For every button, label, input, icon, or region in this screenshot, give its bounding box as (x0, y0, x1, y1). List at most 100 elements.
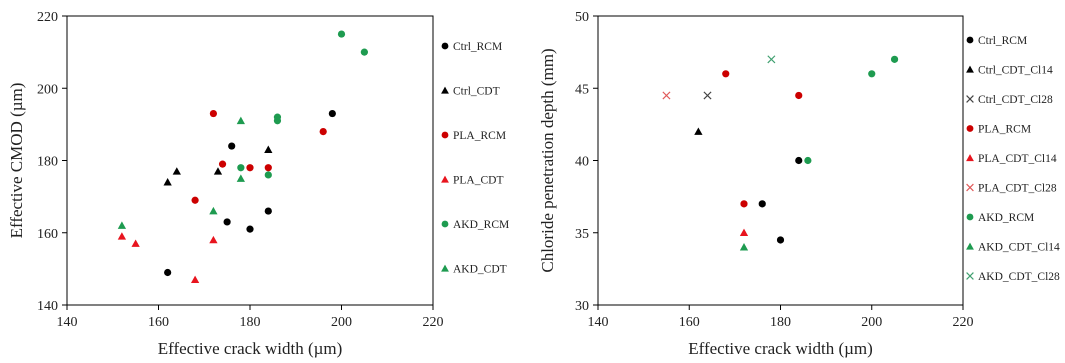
data-point (209, 206, 218, 215)
y-tick-label: 50 (575, 10, 589, 25)
plot-frame (66, 15, 434, 306)
legend-marker (966, 125, 974, 132)
y-tick-label: 220 (37, 10, 58, 25)
y-tick-label: 45 (575, 82, 589, 97)
y-tick-label: 40 (575, 155, 589, 170)
data-point (236, 116, 245, 125)
series-pla-cdt-cl14 (739, 228, 749, 237)
data-point (890, 55, 899, 63)
y-tick-label: 160 (37, 227, 58, 242)
data-point (273, 113, 282, 121)
series-ctrl-rcm (164, 109, 336, 277)
x-tick-label: 140 (588, 315, 609, 330)
legend-marker (966, 95, 974, 103)
legend-label: AKD_RCM (978, 212, 1034, 224)
data-point (264, 164, 272, 172)
x-tick-label: 160 (148, 315, 169, 330)
plot-frame (597, 15, 964, 306)
data-point (163, 178, 172, 186)
data-point (117, 232, 127, 240)
data-point (795, 156, 803, 165)
data-point (246, 225, 254, 233)
data-point (236, 174, 245, 182)
legend-label: Ctrl_RCM (453, 41, 502, 53)
data-point (172, 167, 181, 175)
series-ctrl-cdt (163, 145, 273, 186)
x-tick-label: 200 (861, 315, 882, 330)
data-point (246, 164, 254, 172)
x-tick-label: 140 (57, 315, 78, 330)
x-axis-title: Effective crack width (µm) (158, 339, 343, 358)
series-ctrl-cdt-cl28 (703, 91, 712, 100)
legend-marker (441, 264, 449, 272)
x-tick-label: 160 (679, 315, 700, 330)
legend-label: PLA_CDT_Cl28 (978, 183, 1057, 195)
data-point (662, 91, 671, 100)
legend-label: Ctrl_CDT (453, 86, 500, 98)
legend-marker (441, 42, 449, 50)
legend-marker (441, 175, 449, 183)
legend-label: AKD_CDT (453, 264, 507, 276)
legend-marker (966, 183, 974, 192)
data-point (218, 160, 227, 168)
data-point (776, 236, 785, 244)
x-tick-label: 220 (953, 315, 974, 330)
data-point (767, 55, 776, 64)
x-tick-label: 180 (240, 315, 261, 330)
series-akd-cdt-cl28 (767, 55, 776, 64)
legend-label: Ctrl_CDT_Cl14 (978, 65, 1053, 77)
legend-label: PLA_CDT (453, 175, 503, 187)
data-point (117, 221, 127, 229)
x-tick-label: 200 (331, 315, 352, 330)
legend-label: PLA_RCM (453, 130, 506, 142)
data-point (319, 128, 327, 136)
data-point (795, 91, 803, 100)
data-point (209, 109, 217, 118)
series-ctrl-cdt-cl14 (694, 127, 703, 135)
series-pla-rcm (191, 109, 327, 204)
data-point (131, 239, 140, 247)
y-tick-label: 200 (37, 82, 58, 97)
series-pla-cdt (117, 232, 218, 284)
legend-marker (966, 213, 974, 221)
data-point (360, 48, 368, 56)
data-point (213, 167, 223, 175)
data-point (328, 109, 336, 118)
series-akd-cdt (117, 116, 245, 229)
series-akd-cdt-cl14 (739, 243, 749, 251)
legend-label: Ctrl_RCM (978, 35, 1027, 47)
data-point (722, 70, 730, 78)
legend-label: Ctrl_CDT_Cl28 (978, 94, 1053, 106)
data-point (337, 30, 346, 38)
legend-label: AKD_CDT_Cl28 (978, 271, 1060, 283)
data-point (739, 243, 749, 251)
legend-marker (966, 242, 974, 250)
legend-marker (441, 131, 449, 139)
data-point (209, 235, 218, 244)
data-point (237, 164, 245, 172)
series-ctrl-rcm (758, 156, 803, 244)
data-point (190, 275, 200, 284)
x-tick-label: 220 (423, 315, 444, 330)
legend-label: PLA_RCM (978, 124, 1031, 136)
data-point (758, 200, 766, 208)
data-point (164, 268, 172, 277)
data-point (694, 127, 703, 135)
x-axis-title: Effective crack width (µm) (688, 339, 873, 358)
legend-marker (966, 272, 974, 280)
chart-right-chloride-penetration: 140 160 180 200 220 30 35 40 45 50 Effective crack… (538, 10, 1060, 358)
series-akd-rcm (804, 55, 899, 165)
series-pla-cdt-cl28 (662, 91, 671, 100)
legend-marker (966, 36, 974, 44)
legend-marker (441, 86, 449, 94)
y-tick-label: 140 (37, 299, 58, 314)
data-point (740, 200, 748, 208)
data-point (264, 207, 272, 215)
chart-left-effective-cmod: 140 160 180 200 220 140 160 180 200 220 Effective … (7, 10, 509, 358)
data-point (191, 196, 199, 204)
y-axis-title: Chloride penetration depth (mm) (538, 48, 557, 272)
legend-label: AKD_RCM (453, 219, 509, 231)
x-tick-label: 180 (770, 315, 791, 330)
data-point (264, 171, 272, 179)
